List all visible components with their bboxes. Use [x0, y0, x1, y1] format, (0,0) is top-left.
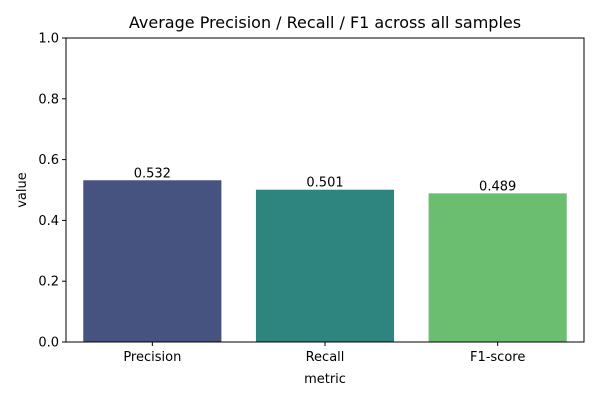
y-tick-label: 1.0: [38, 32, 59, 47]
data-label-f1-score: 0.489: [479, 179, 516, 194]
axes-frame: [65, 37, 585, 343]
y-tick-label: 0.4: [38, 214, 59, 229]
x-tick-label: F1-score: [470, 350, 525, 365]
plot-area: 0.532 Precision 0.501 Recall 0.489 F1-score 0.…: [38, 32, 585, 365]
y-tick-label: 0.2: [38, 275, 59, 290]
chart-title: Average Precision / Recall / F1 across a…: [129, 13, 521, 32]
bar-recall: [255, 189, 395, 342]
x-tick-label: Recall: [306, 350, 345, 365]
x-axis-label: metric: [304, 372, 346, 387]
bar-precision: [83, 180, 222, 342]
y-tick-label: 0.0: [38, 336, 59, 351]
y-tick-label: 0.8: [38, 92, 59, 107]
data-label-recall: 0.501: [306, 176, 343, 191]
y-tick-label: 0.6: [38, 153, 59, 168]
data-label-precision: 0.532: [134, 166, 171, 181]
y-axis-label: value: [15, 172, 30, 208]
bar-f1-score: [428, 193, 567, 342]
x-tick-label: Precision: [123, 350, 181, 365]
